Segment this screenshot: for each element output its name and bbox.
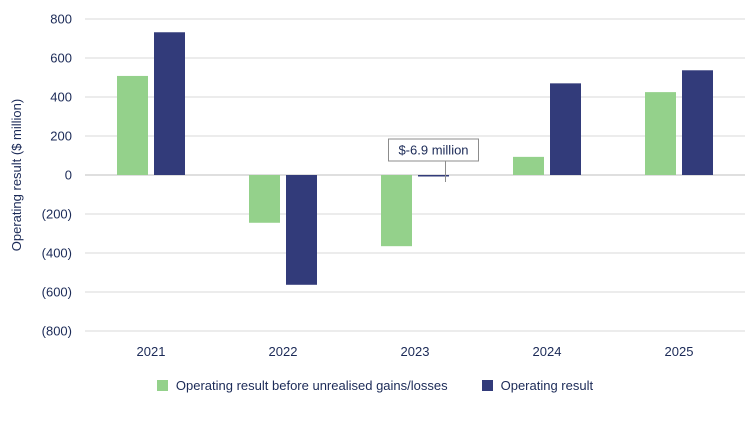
y-axis-ticks: 800 600 400 200 0 (200) (400) (600) (800) — [42, 12, 72, 339]
bar-2025-series-0 — [645, 92, 676, 175]
x-tick-label: 2024 — [533, 344, 562, 359]
bar-2022-series-0 — [249, 175, 280, 223]
bar-2024-series-0 — [513, 156, 544, 175]
y-tick-label: (600) — [42, 285, 72, 300]
y-tick-label: 200 — [50, 129, 72, 144]
bar-2021-series-0 — [117, 75, 148, 175]
y-tick-label: (200) — [42, 207, 72, 222]
legend-swatch — [156, 380, 168, 391]
y-tick-label: 600 — [50, 51, 72, 66]
bar-2022-series-1 — [286, 175, 317, 285]
legend-swatch — [481, 380, 493, 391]
y-axis-label: Operating result ($ million) — [9, 99, 24, 251]
x-tick-label: 2023 — [401, 344, 430, 359]
bar-2025-series-1 — [682, 70, 713, 175]
legend: Operating result before unrealised gains… — [0, 378, 750, 393]
annotation: $-6.9 million — [388, 138, 479, 182]
gridlines — [85, 18, 745, 332]
y-tick-label: 0 — [65, 168, 72, 183]
y-tick-label: (800) — [42, 324, 72, 339]
y-tick-label: 400 — [50, 90, 72, 105]
bar-2023-series-1 — [418, 175, 449, 177]
y-tick-label: (400) — [42, 246, 72, 261]
bar-2024-series-1 — [550, 83, 581, 175]
x-tick-label: 2022 — [269, 344, 298, 359]
x-axis-ticks: 2021 2022 2023 2024 2025 — [137, 344, 694, 359]
x-tick-label: 2025 — [665, 344, 694, 359]
bars — [117, 32, 713, 285]
legend-label: Operating result before unrealised gains… — [175, 378, 448, 393]
annotation-box — [388, 138, 479, 162]
y-tick-label: 800 — [50, 12, 72, 27]
legend-item-before-unrealised: Operating result before unrealised gains… — [156, 378, 448, 393]
legend-item-operating-result: Operating result — [481, 378, 594, 393]
x-tick-label: 2021 — [137, 344, 166, 359]
annotation-label: $-6.9 million — [398, 143, 468, 158]
bar-2021-series-1 — [154, 32, 185, 176]
legend-label: Operating result — [500, 378, 594, 393]
bar-2023-series-0 — [381, 175, 412, 247]
